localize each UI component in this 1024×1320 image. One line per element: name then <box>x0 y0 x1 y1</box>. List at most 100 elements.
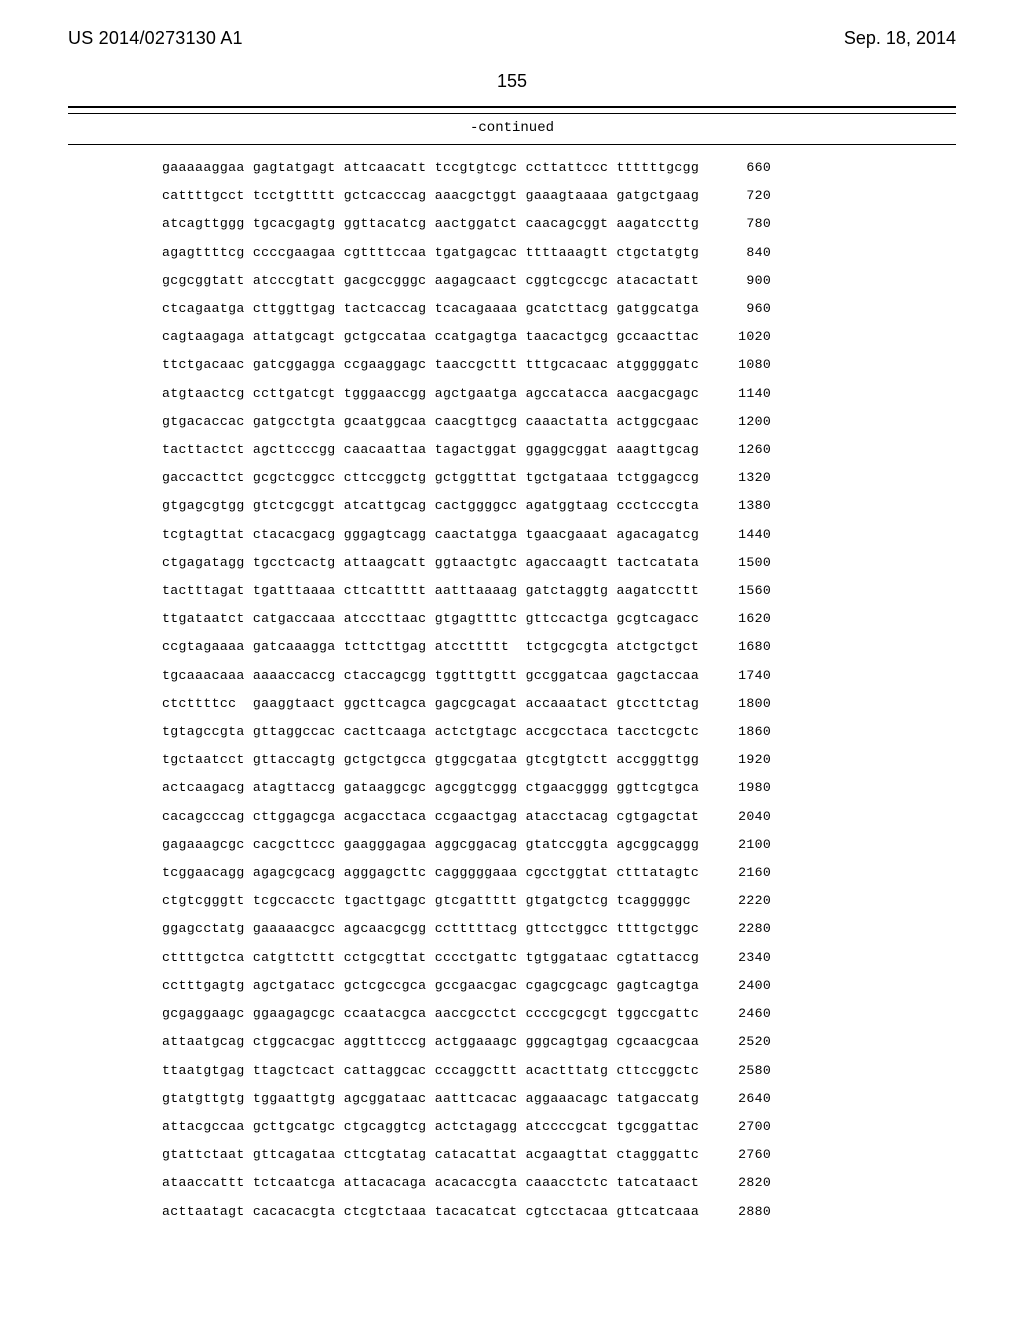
sequence-row: cttttgctca catgttcttt cctgcgttat cccctga… <box>162 951 956 964</box>
sequence-position: 1020 <box>713 330 771 343</box>
sequence-position: 1380 <box>713 499 771 512</box>
sequence-row: attaatgcag ctggcacgac aggtttcccg actggaa… <box>162 1035 956 1048</box>
sequence-position: 720 <box>713 189 771 202</box>
sequence-row: actcaagacg atagttaccg gataaggcgc agcggtc… <box>162 781 956 794</box>
sequence-position: 1260 <box>713 443 771 456</box>
sequence-position: 2580 <box>713 1064 771 1077</box>
sequence-position: 1080 <box>713 358 771 371</box>
sequence-row: gaccacttct gcgctcggcc cttccggctg gctggtt… <box>162 471 956 484</box>
sequence-row: ttctgacaac gatcggagga ccgaaggagc taaccgc… <box>162 358 956 371</box>
sequence-groups: gtgacaccac gatgcctgta gcaatggcaa caacgtt… <box>162 415 699 428</box>
sequence-groups: ataaccattt tctcaatcga attacacaga acacacc… <box>162 1176 699 1189</box>
continued-label: -continued <box>68 120 956 136</box>
sequence-groups: tgcaaacaaa aaaaccaccg ctaccagcgg tggtttg… <box>162 669 699 682</box>
sequence-position: 1980 <box>713 781 771 794</box>
sequence-groups: gtgagcgtgg gtctcgcggt atcattgcag cactggg… <box>162 499 699 512</box>
sequence-position: 2880 <box>713 1205 771 1218</box>
sequence-position: 660 <box>713 161 771 174</box>
sequence-groups: gcgcggtatt atcccgtatt gacgccgggc aagagca… <box>162 274 699 287</box>
sequence-groups: gagaaagcgc cacgcttccc gaagggagaa aggcgga… <box>162 838 699 851</box>
sequence-groups: agagttttcg ccccgaagaa cgttttccaa tgatgag… <box>162 246 699 259</box>
sequence-position: 2460 <box>713 1007 771 1020</box>
sequence-groups: ccgtagaaaa gatcaaagga tcttcttgag atccttt… <box>162 640 699 653</box>
sequence-groups: atcagttggg tgcacgagtg ggttacatcg aactgga… <box>162 217 699 230</box>
sequence-groups: attacgccaa gcttgcatgc ctgcaggtcg actctag… <box>162 1120 699 1133</box>
publication-date: Sep. 18, 2014 <box>844 28 956 49</box>
sequence-position: 960 <box>713 302 771 315</box>
sequence-position: 840 <box>713 246 771 259</box>
sequence-position: 2160 <box>713 866 771 879</box>
sequence-position: 2340 <box>713 951 771 964</box>
sequence-row: tgtagccgta gttaggccac cacttcaaga actctgt… <box>162 725 956 738</box>
sequence-row: tgcaaacaaa aaaaccaccg ctaccagcgg tggtttg… <box>162 669 956 682</box>
sequence-row: attacgccaa gcttgcatgc ctgcaggtcg actctag… <box>162 1120 956 1133</box>
sequence-groups: tactttagat tgatttaaaa cttcattttt aatttaa… <box>162 584 699 597</box>
sequence-row: gcgcggtatt atcccgtatt gacgccgggc aagagca… <box>162 274 956 287</box>
sequence-position: 1560 <box>713 584 771 597</box>
sequence-position: 1920 <box>713 753 771 766</box>
sequence-position: 1800 <box>713 697 771 710</box>
sequence-position: 1680 <box>713 640 771 653</box>
sequence-row: acttaatagt cacacacgta ctcgtctaaa tacacat… <box>162 1205 956 1218</box>
sequence-row: ttgataatct catgaccaaa atcccttaac gtgagtt… <box>162 612 956 625</box>
sequence-groups: gtatgttgtg tggaattgtg agcggataac aatttca… <box>162 1092 699 1105</box>
sequence-position: 1140 <box>713 387 771 400</box>
sequence-groups: gaaaaaggaa gagtatgagt attcaacatt tccgtgt… <box>162 161 699 174</box>
sequence-row: tgctaatcct gttaccagtg gctgctgcca gtggcga… <box>162 753 956 766</box>
sequence-groups: tcggaacagg agagcgcacg agggagcttc caggggg… <box>162 866 699 879</box>
sequence-groups: ctgtcgggtt tcgccacctc tgacttgagc gtcgatt… <box>162 894 699 907</box>
sequence-groups: ggagcctatg gaaaaacgcc agcaacgcgg ccttttt… <box>162 922 699 935</box>
rule-bottom <box>68 144 956 145</box>
sequence-groups: ctgagatagg tgcctcactg attaagcatt ggtaact… <box>162 556 699 569</box>
sequence-row: tcggaacagg agagcgcacg agggagcttc caggggg… <box>162 866 956 879</box>
sequence-row: gtattctaat gttcagataa cttcgtatag catacat… <box>162 1148 956 1161</box>
sequence-position: 2100 <box>713 838 771 851</box>
page-number: 155 <box>68 71 956 92</box>
sequence-groups: actcaagacg atagttaccg gataaggcgc agcggtc… <box>162 781 699 794</box>
sequence-position: 900 <box>713 274 771 287</box>
sequence-row: gtgagcgtgg gtctcgcggt atcattgcag cactggg… <box>162 499 956 512</box>
sequence-groups: tgctaatcct gttaccagtg gctgctgcca gtggcga… <box>162 753 699 766</box>
sequence-groups: tcgtagttat ctacacgacg gggagtcagg caactat… <box>162 528 699 541</box>
sequence-groups: ctcagaatga cttggttgag tactcaccag tcacaga… <box>162 302 699 315</box>
sequence-row: ctcagaatga cttggttgag tactcaccag tcacaga… <box>162 302 956 315</box>
sequence-position: 2400 <box>713 979 771 992</box>
sequence-row: gaaaaaggaa gagtatgagt attcaacatt tccgtgt… <box>162 161 956 174</box>
sequence-row: cctttgagtg agctgatacc gctcgccgca gccgaac… <box>162 979 956 992</box>
sequence-row: cattttgcct tcctgttttt gctcacccag aaacgct… <box>162 189 956 202</box>
sequence-groups: cttttgctca catgttcttt cctgcgttat cccctga… <box>162 951 699 964</box>
sequence-row: tacttactct agcttcccgg caacaattaa tagactg… <box>162 443 956 456</box>
sequence-groups: acttaatagt cacacacgta ctcgtctaaa tacacat… <box>162 1205 699 1218</box>
sequence-row: tactttagat tgatttaaaa cttcattttt aatttaa… <box>162 584 956 597</box>
sequence-position: 2640 <box>713 1092 771 1105</box>
sequence-position: 780 <box>713 217 771 230</box>
sequence-row: cagtaagaga attatgcagt gctgccataa ccatgag… <box>162 330 956 343</box>
sequence-position: 1440 <box>713 528 771 541</box>
sequence-row: cacagcccag cttggagcga acgacctaca ccgaact… <box>162 810 956 823</box>
sequence-position: 2520 <box>713 1035 771 1048</box>
sequence-position: 2820 <box>713 1176 771 1189</box>
sequence-groups: cagtaagaga attatgcagt gctgccataa ccatgag… <box>162 330 699 343</box>
sequence-row: gtatgttgtg tggaattgtg agcggataac aatttca… <box>162 1092 956 1105</box>
sequence-position: 2280 <box>713 922 771 935</box>
sequence-position: 2040 <box>713 810 771 823</box>
sequence-position: 1500 <box>713 556 771 569</box>
sequence-row: gtgacaccac gatgcctgta gcaatggcaa caacgtt… <box>162 415 956 428</box>
sequence-position: 1620 <box>713 612 771 625</box>
sequence-row: ctgagatagg tgcctcactg attaagcatt ggtaact… <box>162 556 956 569</box>
sequence-row: ctgtcgggtt tcgccacctc tgacttgagc gtcgatt… <box>162 894 956 907</box>
sequence-groups: ttgataatct catgaccaaa atcccttaac gtgagtt… <box>162 612 699 625</box>
sequence-position: 1860 <box>713 725 771 738</box>
sequence-row: gagaaagcgc cacgcttccc gaagggagaa aggcgga… <box>162 838 956 851</box>
sequence-position: 2760 <box>713 1148 771 1161</box>
sequence-groups: cctttgagtg agctgatacc gctcgccgca gccgaac… <box>162 979 699 992</box>
sequence-groups: atgtaactcg ccttgatcgt tgggaaccgg agctgaa… <box>162 387 699 400</box>
publication-number: US 2014/0273130 A1 <box>68 28 243 49</box>
rule-top <box>68 106 956 114</box>
sequence-groups: ttctgacaac gatcggagga ccgaaggagc taaccgc… <box>162 358 699 371</box>
sequence-groups: gcgaggaagc ggaagagcgc ccaatacgca aaccgcc… <box>162 1007 699 1020</box>
sequence-row: ggagcctatg gaaaaacgcc agcaacgcgg ccttttt… <box>162 922 956 935</box>
sequence-position: 2700 <box>713 1120 771 1133</box>
sequence-groups: cacagcccag cttggagcga acgacctaca ccgaact… <box>162 810 699 823</box>
sequence-row: atcagttggg tgcacgagtg ggttacatcg aactgga… <box>162 217 956 230</box>
